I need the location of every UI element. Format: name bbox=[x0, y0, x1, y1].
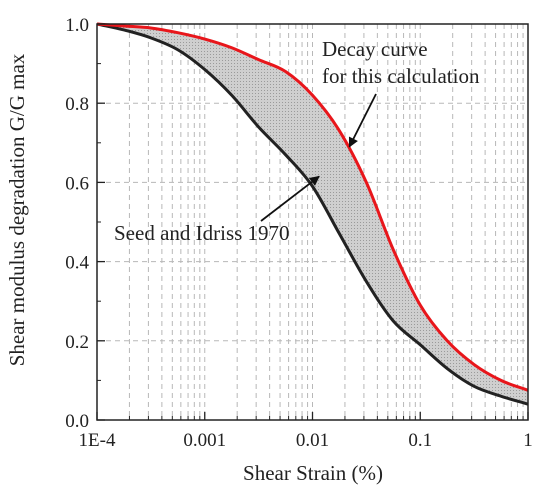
y-tick-label: 0.4 bbox=[65, 253, 89, 274]
x-axis-title: Shear Strain (%) bbox=[243, 461, 383, 485]
x-tick-label: 0.01 bbox=[296, 430, 329, 451]
x-tick-labels: 1E-4 0.001 0.01 0.1 1 bbox=[79, 430, 533, 451]
axis-ticks bbox=[96, 23, 529, 421]
y-tick-label: 0.8 bbox=[65, 94, 89, 115]
y-tick-labels: 0.0 0.2 0.4 0.6 0.8 1.0 bbox=[65, 15, 89, 432]
x-tick-label: 1E-4 bbox=[79, 430, 116, 451]
x-tick-label: 0.001 bbox=[183, 430, 226, 451]
annotation-decay-line-2: for this calculation bbox=[322, 64, 480, 88]
y-tick-label: 0.6 bbox=[65, 173, 89, 194]
annotation-decay-line-1: Decay curve bbox=[322, 37, 428, 61]
y-axis-title: Shear modulus degradation G/G max bbox=[5, 53, 29, 366]
annotation-seed-arrow bbox=[260, 175, 320, 222]
y-tick-label: 0.0 bbox=[65, 411, 89, 432]
series-line-upper bbox=[96, 22, 529, 392]
annotation-decay-arrow bbox=[348, 93, 377, 148]
y-tick-label: 1.0 bbox=[65, 15, 89, 36]
x-tick-label: 1 bbox=[523, 430, 533, 451]
annotation-seed-label: Seed and Idriss 1970 bbox=[114, 221, 290, 245]
series-line-lower bbox=[96, 22, 529, 406]
y-tick-label: 0.2 bbox=[65, 332, 89, 353]
x-tick-label: 0.1 bbox=[408, 430, 432, 451]
band-between-curves bbox=[97, 24, 528, 405]
